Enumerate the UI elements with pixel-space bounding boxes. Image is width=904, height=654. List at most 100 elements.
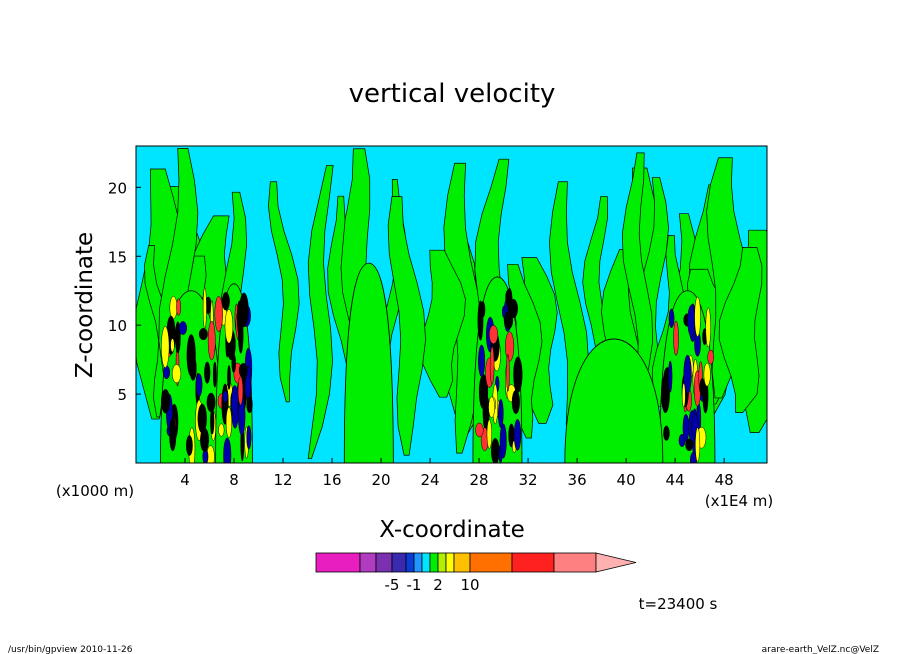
x-axis-unit-right: (x1E4 m) xyxy=(705,492,774,510)
x-tick-label: 4 xyxy=(180,471,190,489)
velocity-cell xyxy=(511,389,520,415)
colorbar: -5 -1 2 10 xyxy=(315,552,637,594)
velocity-cell xyxy=(189,355,197,381)
velocity-cell xyxy=(169,416,177,452)
contour-band xyxy=(718,247,763,413)
velocity-cell xyxy=(681,382,686,408)
velocity-cell xyxy=(685,438,694,452)
x-tick-label: 8 xyxy=(229,471,239,489)
velocity-cell xyxy=(707,349,714,365)
plot-frame xyxy=(135,145,768,464)
velocity-cell xyxy=(170,338,175,353)
velocity-cell xyxy=(682,413,690,442)
x-tick-label: 48 xyxy=(715,471,734,489)
velocity-cell xyxy=(202,287,207,329)
velocity-cell xyxy=(161,326,170,368)
colorbar-segment xyxy=(445,552,455,573)
velocity-cell xyxy=(171,364,182,384)
velocity-cell xyxy=(176,298,181,316)
velocity-cell xyxy=(224,309,234,344)
velocity-cell xyxy=(673,320,679,356)
velocity-cell xyxy=(178,321,187,335)
velocity-cell xyxy=(237,376,244,406)
velocity-cell xyxy=(513,356,523,393)
x-tick-label: 16 xyxy=(322,471,341,489)
velocity-cell xyxy=(703,362,711,387)
velocity-cell xyxy=(498,398,504,429)
velocity-cell xyxy=(244,375,252,399)
velocity-cell xyxy=(200,427,209,452)
x-axis-label: X-coordinate xyxy=(379,517,525,543)
colorbar-arrow xyxy=(595,552,637,573)
velocity-cell xyxy=(668,308,675,329)
velocity-cell xyxy=(505,331,515,362)
velocity-cell xyxy=(161,389,170,414)
colorbar-segment xyxy=(453,552,471,573)
velocity-cell xyxy=(206,392,216,413)
velocity-cell xyxy=(246,425,252,450)
velocity-cell xyxy=(694,296,701,337)
velocity-cell xyxy=(204,361,211,384)
x-tick-label: 28 xyxy=(470,471,489,489)
velocity-cell xyxy=(508,299,518,319)
x-tick-label: 24 xyxy=(421,471,440,489)
colorbar-segment xyxy=(405,552,415,573)
velocity-cell xyxy=(195,373,203,397)
velocity-cell xyxy=(246,395,253,414)
colorbar-segment xyxy=(469,552,513,573)
colorbar-segment xyxy=(315,552,361,573)
y-axis-ticks: 5 10 15 20 xyxy=(108,179,141,404)
colorbar-segment xyxy=(421,552,431,573)
colorbar-segment xyxy=(437,552,447,573)
updraft-plume xyxy=(564,338,664,463)
x-axis-ticks: 4 8 12 16 20 24 28 32 36 40 44 48 xyxy=(180,458,734,489)
colorbar-tick-label: 2 xyxy=(433,576,443,594)
contour-band xyxy=(387,196,426,456)
velocity-cell xyxy=(475,422,484,438)
velocity-cell xyxy=(699,378,706,397)
velocity-cell xyxy=(163,365,171,380)
velocity-cell xyxy=(687,304,696,337)
y-tick-label: 10 xyxy=(108,317,127,335)
time-label: t=23400 s xyxy=(639,595,718,613)
velocity-cell xyxy=(227,365,231,390)
velocity-cell xyxy=(499,423,507,459)
colorbar-tick-label: -1 xyxy=(407,576,422,594)
velocity-cell xyxy=(663,425,670,441)
velocity-cell xyxy=(502,305,506,318)
velocity-cell xyxy=(478,344,486,378)
velocity-contour-field xyxy=(136,148,767,463)
velocity-cell xyxy=(207,320,216,361)
contour-band xyxy=(307,165,334,459)
x-tick-label: 12 xyxy=(273,471,292,489)
x-tick-label: 40 xyxy=(617,471,636,489)
velocity-cell xyxy=(683,354,692,394)
x-tick-label: 20 xyxy=(372,471,391,489)
colorbar-segment xyxy=(375,552,393,573)
x-tick-label: 36 xyxy=(568,471,587,489)
velocity-cell xyxy=(238,316,244,354)
y-tick-label: 15 xyxy=(108,248,127,266)
colorbar-segment xyxy=(553,552,597,573)
velocity-cell xyxy=(186,435,193,456)
velocity-cell xyxy=(231,385,239,417)
contour-band xyxy=(621,152,654,396)
footer-left: /usr/bin/gpview 2010-11-26 xyxy=(8,645,133,654)
x-tick-label: 44 xyxy=(666,471,685,489)
velocity-cell xyxy=(221,291,230,311)
colorbar-segment xyxy=(429,552,439,573)
velocity-cell xyxy=(210,407,215,435)
footer-right: arare-earth_VelZ.nc@VelZ xyxy=(762,645,879,654)
velocity-cell xyxy=(169,296,178,320)
velocity-cell xyxy=(705,307,711,348)
velocity-cell xyxy=(212,361,217,388)
velocity-cell xyxy=(488,324,499,345)
velocity-cell xyxy=(488,396,495,418)
velocity-cell xyxy=(486,419,492,449)
velocity-cell xyxy=(223,437,232,463)
velocity-cell xyxy=(513,419,522,451)
velocity-cell xyxy=(222,390,229,403)
x-tick-label: 32 xyxy=(519,471,538,489)
velocity-cell xyxy=(477,300,484,341)
